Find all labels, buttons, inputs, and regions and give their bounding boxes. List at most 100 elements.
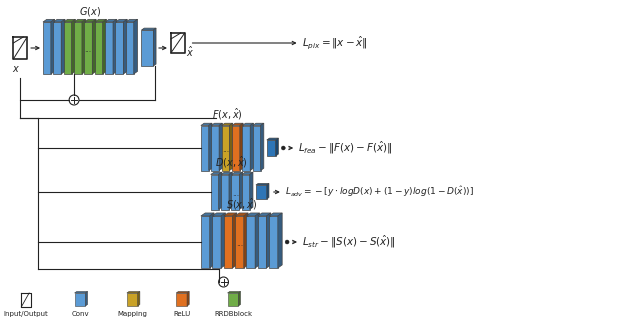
Polygon shape	[219, 123, 222, 170]
Polygon shape	[269, 216, 278, 268]
Polygon shape	[242, 172, 253, 175]
Polygon shape	[250, 172, 253, 210]
Polygon shape	[211, 123, 222, 126]
Polygon shape	[92, 19, 96, 74]
Polygon shape	[267, 138, 278, 140]
Text: $D(x, \hat{x})$: $D(x, \hat{x})$	[216, 155, 248, 170]
Polygon shape	[72, 19, 76, 74]
Polygon shape	[242, 175, 250, 210]
Text: $x$: $x$	[12, 64, 20, 74]
Polygon shape	[102, 19, 106, 74]
Polygon shape	[235, 213, 248, 216]
Polygon shape	[255, 213, 259, 268]
Polygon shape	[201, 216, 210, 268]
Text: $L_{adv} = -[y \cdot logD(x) + (1-y)log(1 - D(\hat{x}))]$: $L_{adv} = -[y \cdot logD(x) + (1-y)log(…	[285, 185, 474, 199]
Circle shape	[282, 146, 285, 150]
Polygon shape	[138, 291, 140, 306]
Polygon shape	[84, 22, 92, 74]
Polygon shape	[221, 172, 232, 175]
Polygon shape	[115, 19, 127, 22]
Polygon shape	[126, 19, 138, 22]
Polygon shape	[258, 213, 271, 216]
Polygon shape	[221, 175, 229, 210]
Polygon shape	[267, 184, 269, 199]
Polygon shape	[84, 19, 96, 22]
Polygon shape	[253, 126, 260, 170]
Polygon shape	[210, 213, 214, 268]
Polygon shape	[240, 123, 243, 170]
Polygon shape	[115, 22, 124, 74]
Text: $L_{fea} - \|F(x) - F(\hat{x})\|$: $L_{fea} - \|F(x) - F(\hat{x})\|$	[298, 140, 392, 156]
Polygon shape	[253, 123, 264, 126]
Polygon shape	[232, 123, 243, 126]
Text: $G(x)$: $G(x)$	[79, 5, 101, 18]
Polygon shape	[278, 213, 282, 268]
Polygon shape	[211, 172, 222, 175]
Polygon shape	[256, 185, 267, 199]
Text: RRDBblock: RRDBblock	[214, 311, 253, 317]
Text: Mapping: Mapping	[118, 311, 148, 317]
Text: $S(x, \hat{x})$: $S(x, \hat{x})$	[226, 197, 257, 212]
Polygon shape	[154, 28, 156, 66]
Text: $L_{pix} = \|x - \hat{x}\|$: $L_{pix} = \|x - \hat{x}\|$	[301, 35, 367, 51]
Polygon shape	[141, 30, 154, 66]
Polygon shape	[141, 28, 156, 30]
Polygon shape	[82, 19, 86, 74]
Polygon shape	[43, 22, 51, 74]
Text: ...: ...	[232, 188, 239, 197]
Polygon shape	[266, 213, 271, 268]
Polygon shape	[223, 216, 232, 268]
Polygon shape	[201, 213, 214, 216]
Polygon shape	[61, 19, 65, 74]
Polygon shape	[269, 213, 282, 216]
Polygon shape	[212, 216, 221, 268]
Polygon shape	[95, 19, 106, 22]
Polygon shape	[64, 19, 76, 22]
Polygon shape	[239, 172, 243, 210]
Polygon shape	[51, 19, 54, 74]
Polygon shape	[212, 213, 225, 216]
Polygon shape	[74, 22, 82, 74]
Polygon shape	[74, 291, 88, 293]
Polygon shape	[227, 291, 241, 293]
Polygon shape	[124, 19, 127, 74]
Polygon shape	[105, 19, 117, 22]
Polygon shape	[126, 22, 134, 74]
Polygon shape	[227, 293, 238, 306]
Polygon shape	[221, 123, 233, 126]
Polygon shape	[187, 291, 189, 306]
Polygon shape	[127, 291, 140, 293]
Polygon shape	[232, 172, 243, 175]
Polygon shape	[232, 213, 237, 268]
Polygon shape	[95, 22, 102, 74]
Polygon shape	[74, 293, 85, 306]
Polygon shape	[74, 19, 86, 22]
Polygon shape	[134, 19, 138, 74]
Polygon shape	[176, 291, 189, 293]
Polygon shape	[201, 123, 212, 126]
Polygon shape	[221, 213, 225, 268]
Polygon shape	[238, 291, 241, 306]
Polygon shape	[246, 216, 255, 268]
Polygon shape	[127, 293, 138, 306]
Text: ...: ...	[84, 45, 91, 54]
Polygon shape	[256, 184, 269, 185]
Polygon shape	[246, 213, 259, 216]
Polygon shape	[53, 22, 61, 74]
Polygon shape	[201, 126, 209, 170]
Polygon shape	[105, 22, 113, 74]
Polygon shape	[235, 216, 244, 268]
Polygon shape	[267, 140, 276, 156]
Polygon shape	[232, 126, 240, 170]
Polygon shape	[244, 213, 248, 268]
Polygon shape	[113, 19, 117, 74]
Polygon shape	[232, 175, 239, 210]
Text: Conv: Conv	[72, 311, 89, 317]
Polygon shape	[243, 123, 253, 126]
Polygon shape	[53, 19, 65, 22]
Polygon shape	[43, 19, 54, 22]
Polygon shape	[64, 22, 72, 74]
Text: ReLU: ReLU	[173, 311, 191, 317]
Text: ...: ...	[236, 239, 243, 247]
Polygon shape	[250, 123, 253, 170]
